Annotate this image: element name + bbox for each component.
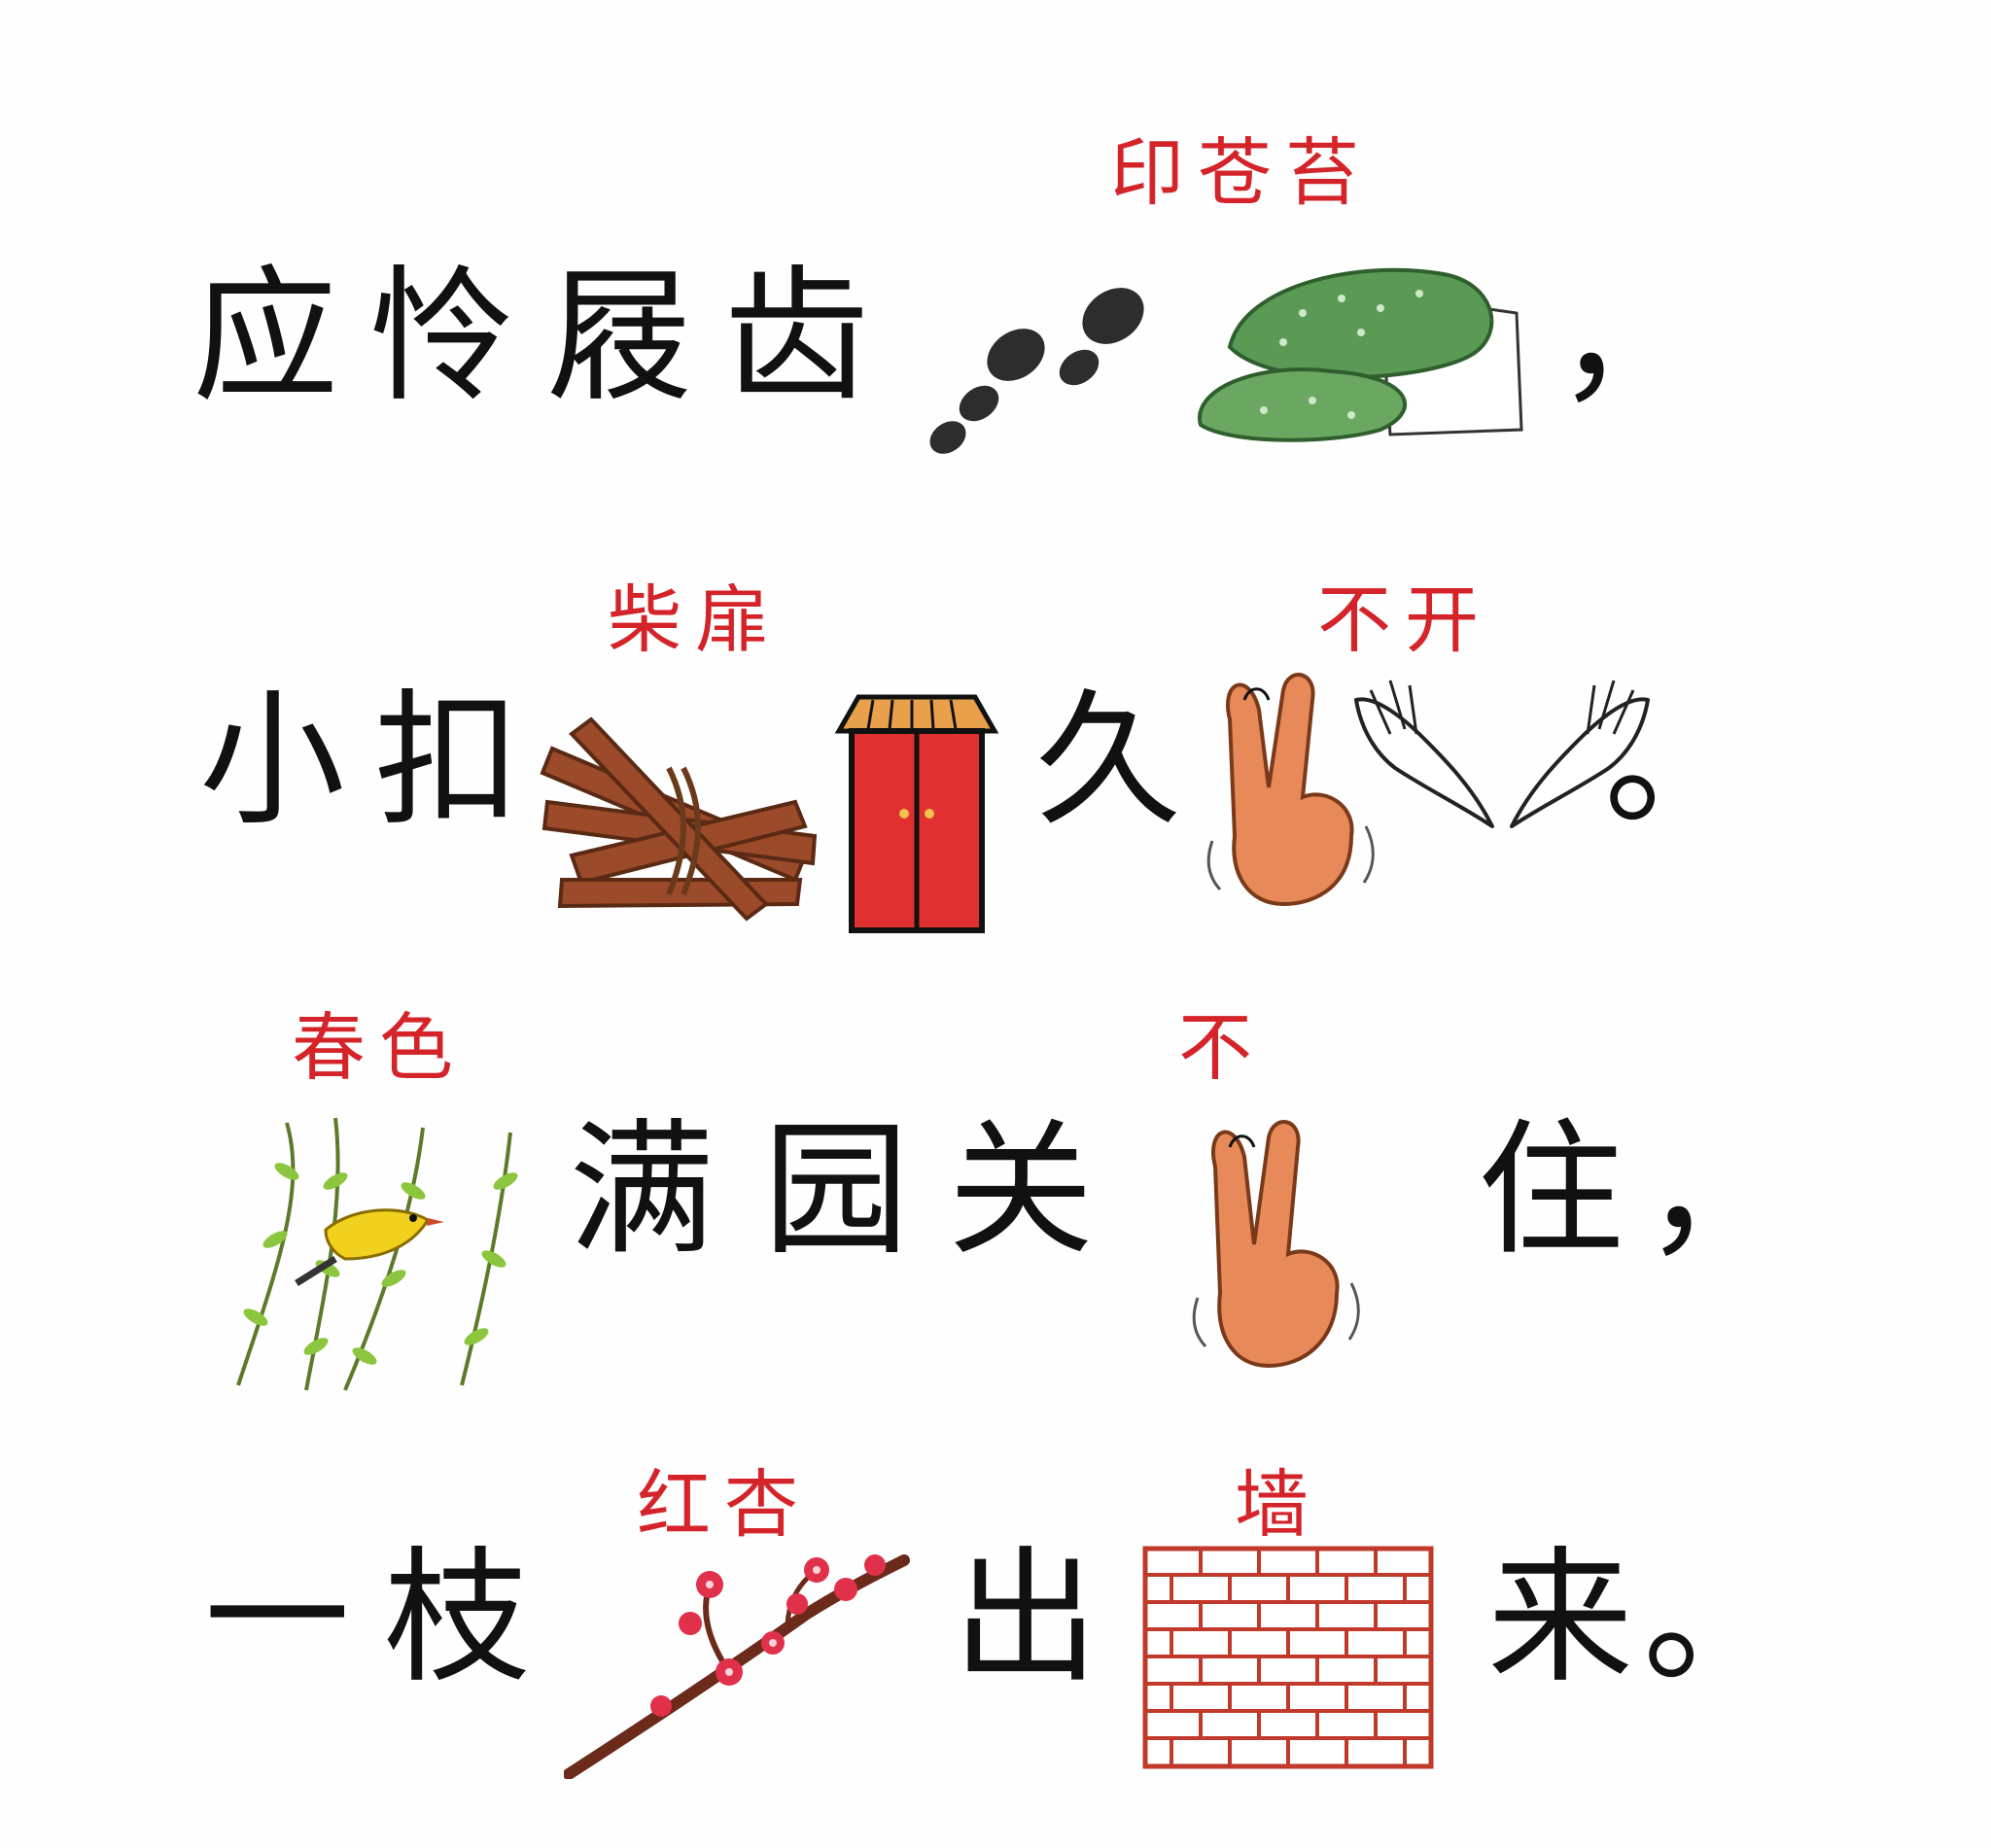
annotation-yin-cang-tai: 印苍苔 <box>1110 129 1373 216</box>
red-door-icon <box>834 692 999 935</box>
char-kou: 扣 <box>374 677 521 846</box>
open-hands-icon <box>1346 661 1658 831</box>
willow-oriole-icon <box>219 1113 530 1395</box>
mossy-rock-icon <box>1186 255 1526 449</box>
wagging-finger-icon-2 <box>1176 1108 1371 1371</box>
char-yuan: 园 <box>763 1106 910 1275</box>
char-ying: 应 <box>192 253 339 422</box>
punct-period-2: 。 <box>1643 1534 1790 1703</box>
apricot-branch-icon <box>564 1536 914 1779</box>
char-zhi: 枝 <box>384 1534 531 1703</box>
char-chi: 齿 <box>723 253 870 422</box>
char-yi: 一 <box>204 1534 351 1703</box>
char-lai: 来 <box>1487 1534 1634 1703</box>
annotation-chun-se: 春色 <box>292 1004 467 1091</box>
char-man: 满 <box>569 1106 716 1275</box>
char-guan: 关 <box>948 1106 1095 1275</box>
footprints-icon <box>919 282 1181 467</box>
wagging-finger-icon <box>1191 661 1385 909</box>
firewood-bundle-icon <box>533 710 824 933</box>
annotation-qiang: 墙 <box>1235 1461 1322 1548</box>
annotation-hong-xing: 红杏 <box>637 1461 812 1548</box>
char-xiao: 小 <box>199 677 346 846</box>
annotation-bu-kai: 不开 <box>1317 576 1492 663</box>
char-jiu: 久 <box>1035 677 1182 846</box>
char-lian: 怜 <box>369 253 516 422</box>
punct-period-1: 。 <box>1604 677 1751 846</box>
char-ji: 屐 <box>546 253 693 422</box>
char-chu: 出 <box>953 1534 1100 1703</box>
punct-comma-2: ， <box>1643 1106 1790 1275</box>
char-zhu: 住 <box>1478 1106 1624 1275</box>
brick-wall-icon <box>1142 1546 1434 1769</box>
annotation-bu: 不 <box>1178 1004 1266 1091</box>
punct-comma-1: ， <box>1555 253 1702 422</box>
annotation-chai-fei: 柴扉 <box>608 576 783 663</box>
